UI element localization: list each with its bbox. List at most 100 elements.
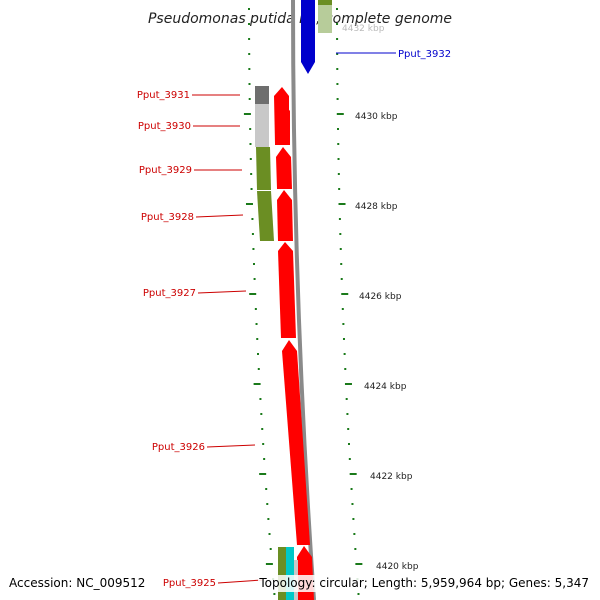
minor-tick bbox=[256, 353, 259, 355]
minor-tick bbox=[343, 353, 346, 355]
major-tick bbox=[336, 113, 344, 115]
minor-tick bbox=[251, 218, 254, 220]
minor-tick bbox=[347, 428, 350, 430]
cog-block-3929 bbox=[256, 147, 271, 190]
footer-backdrop bbox=[258, 575, 594, 592]
minor-tick bbox=[342, 338, 345, 340]
minor-tick bbox=[338, 188, 341, 190]
minor-tick bbox=[340, 263, 343, 265]
cog-block-top-right bbox=[318, 0, 332, 33]
minor-tick bbox=[249, 158, 252, 160]
tick-label-4428: 4428 kbp bbox=[355, 202, 398, 212]
minor-tick bbox=[337, 143, 340, 145]
major-tick bbox=[265, 563, 273, 565]
minor-tick bbox=[337, 173, 340, 175]
leader-line-3925 bbox=[217, 579, 263, 584]
map-title: Pseudomonas putida F1, complete genome bbox=[148, 11, 452, 27]
minor-tick bbox=[248, 38, 251, 40]
gene-arrow-pput-3930[interactable] bbox=[275, 101, 290, 145]
leader-line-3926 bbox=[206, 444, 256, 448]
major-tick bbox=[349, 473, 357, 475]
gene-label-pput-3931[interactable]: Pput_3931 bbox=[137, 90, 190, 101]
gene-label-pput-3927[interactable]: Pput_3927 bbox=[143, 288, 196, 299]
cog-block-3928 bbox=[257, 191, 274, 241]
minor-tick bbox=[248, 53, 251, 55]
minor-tick bbox=[347, 443, 350, 445]
minor-tick bbox=[267, 518, 270, 520]
gene-arrow-pput-3929[interactable] bbox=[276, 147, 292, 189]
minor-tick bbox=[336, 68, 339, 70]
minor-tick bbox=[249, 128, 252, 130]
minor-tick bbox=[248, 98, 251, 100]
minor-tick bbox=[248, 8, 251, 10]
tick-label-4430: 4430 kbp bbox=[355, 112, 398, 122]
minor-tick bbox=[273, 593, 276, 595]
minor-tick bbox=[353, 533, 356, 535]
gene-label-pput-3932[interactable]: Pput_3932 bbox=[398, 49, 451, 60]
major-tick bbox=[341, 293, 349, 295]
minor-tick bbox=[248, 23, 251, 25]
backbone-track bbox=[291, 0, 316, 600]
tick-label-4426: 4426 kbp bbox=[359, 292, 402, 302]
tick-label-4424: 4424 kbp bbox=[364, 382, 407, 392]
gene-label-pput-3929[interactable]: Pput_3929 bbox=[139, 165, 192, 176]
minor-tick bbox=[336, 23, 339, 25]
minor-tick bbox=[265, 488, 268, 490]
minor-tick bbox=[251, 233, 254, 235]
minor-tick bbox=[346, 413, 349, 415]
minor-tick bbox=[336, 98, 339, 100]
minor-tick bbox=[341, 308, 344, 310]
minor-tick bbox=[268, 533, 271, 535]
minor-tick bbox=[254, 308, 257, 310]
major-tick bbox=[245, 203, 253, 205]
major-tick bbox=[355, 563, 363, 565]
minor-tick bbox=[344, 368, 347, 370]
tick-label-4420: 4420 kbp bbox=[376, 562, 419, 572]
minor-tick bbox=[255, 323, 258, 325]
minor-tick bbox=[337, 158, 340, 160]
minor-tick bbox=[250, 188, 253, 190]
minor-tick bbox=[256, 338, 259, 340]
minor-tick bbox=[263, 458, 266, 460]
minor-tick bbox=[338, 218, 341, 220]
gene-label-pput-3928[interactable]: Pput_3928 bbox=[141, 212, 194, 223]
minor-tick bbox=[336, 83, 339, 85]
minor-tick bbox=[252, 263, 255, 265]
minor-tick bbox=[340, 278, 343, 280]
minor-tick bbox=[357, 593, 360, 595]
minor-tick bbox=[266, 503, 269, 505]
gene-labels: Pput_3932 Pput_3931 Pput_3930 Pput_3929 … bbox=[137, 49, 451, 589]
major-tick bbox=[249, 293, 257, 295]
cog-block-3930 bbox=[255, 104, 269, 147]
minor-tick bbox=[339, 248, 342, 250]
major-tick bbox=[253, 383, 261, 385]
minor-tick bbox=[261, 428, 264, 430]
topology-text: Topology: circular; Length: 5,959,964 bp… bbox=[258, 576, 589, 590]
minor-tick bbox=[248, 68, 251, 70]
minor-tick bbox=[252, 248, 255, 250]
gene-arrow-pput-3932[interactable] bbox=[301, 0, 315, 74]
minor-tick bbox=[260, 413, 263, 415]
cog-block-bottom-cyan bbox=[286, 547, 294, 600]
gene-arrow-pput-3928[interactable] bbox=[277, 190, 293, 241]
minor-tick bbox=[259, 398, 262, 400]
tick-label-top-partial: 4432 kbp bbox=[342, 24, 385, 34]
minor-tick bbox=[348, 458, 351, 460]
minor-tick bbox=[337, 128, 340, 130]
minor-tick bbox=[342, 323, 345, 325]
leader-line-3928 bbox=[195, 214, 244, 218]
major-tick bbox=[243, 113, 251, 115]
gene-label-pput-3926[interactable]: Pput_3926 bbox=[152, 442, 205, 453]
gene-label-pput-3925[interactable]: Pput_3925 bbox=[163, 578, 216, 589]
gene-arrow-pput-3926[interactable] bbox=[282, 340, 310, 545]
cog-block-bottom-olive bbox=[278, 547, 286, 600]
major-tick bbox=[338, 203, 346, 205]
minor-tick bbox=[257, 368, 260, 370]
tick-label-4422: 4422 kbp bbox=[370, 472, 413, 482]
minor-tick bbox=[351, 503, 354, 505]
gene-label-pput-3930[interactable]: Pput_3930 bbox=[138, 121, 191, 132]
minor-tick bbox=[339, 233, 342, 235]
cog-block-top-right-dark bbox=[318, 0, 332, 5]
gene-arrow-pput-3927[interactable] bbox=[278, 242, 296, 338]
